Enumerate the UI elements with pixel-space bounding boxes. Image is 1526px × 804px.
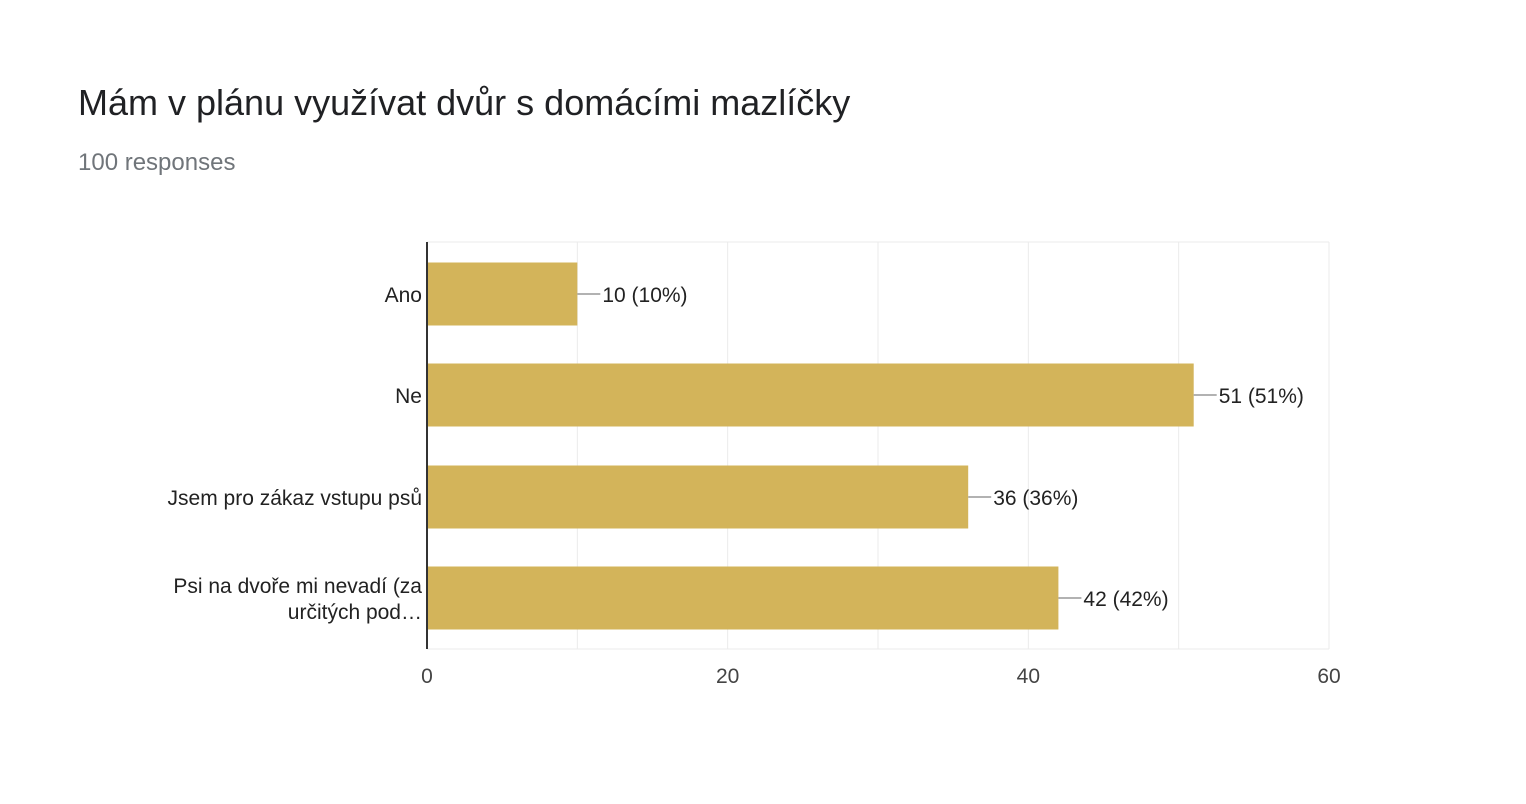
- bar: [427, 566, 1059, 630]
- category-label: určitých pod…: [288, 601, 422, 624]
- bar: [427, 465, 969, 529]
- bar: [427, 262, 578, 326]
- data-label: 51 (51%): [1219, 385, 1304, 408]
- data-label: 36 (36%): [993, 487, 1078, 510]
- x-tick-label: 40: [1017, 665, 1040, 688]
- x-tick-label: 60: [1317, 665, 1340, 688]
- data-label: 10 (10%): [602, 284, 687, 307]
- chart-title: Mám v plánu využívat dvůr s domácími maz…: [78, 82, 851, 123]
- category-label: Ne: [395, 385, 422, 408]
- bar: [427, 363, 1194, 427]
- category-label: Psi na dvoře mi nevadí (za: [173, 575, 422, 598]
- data-label: 42 (42%): [1083, 588, 1168, 611]
- category-label: Jsem pro zákaz vstupu psů: [168, 487, 422, 510]
- x-tick-label: 20: [716, 665, 739, 688]
- response-count: 100 responses: [78, 149, 236, 176]
- x-tick-label: 0: [421, 665, 433, 688]
- category-label: Ano: [385, 284, 422, 307]
